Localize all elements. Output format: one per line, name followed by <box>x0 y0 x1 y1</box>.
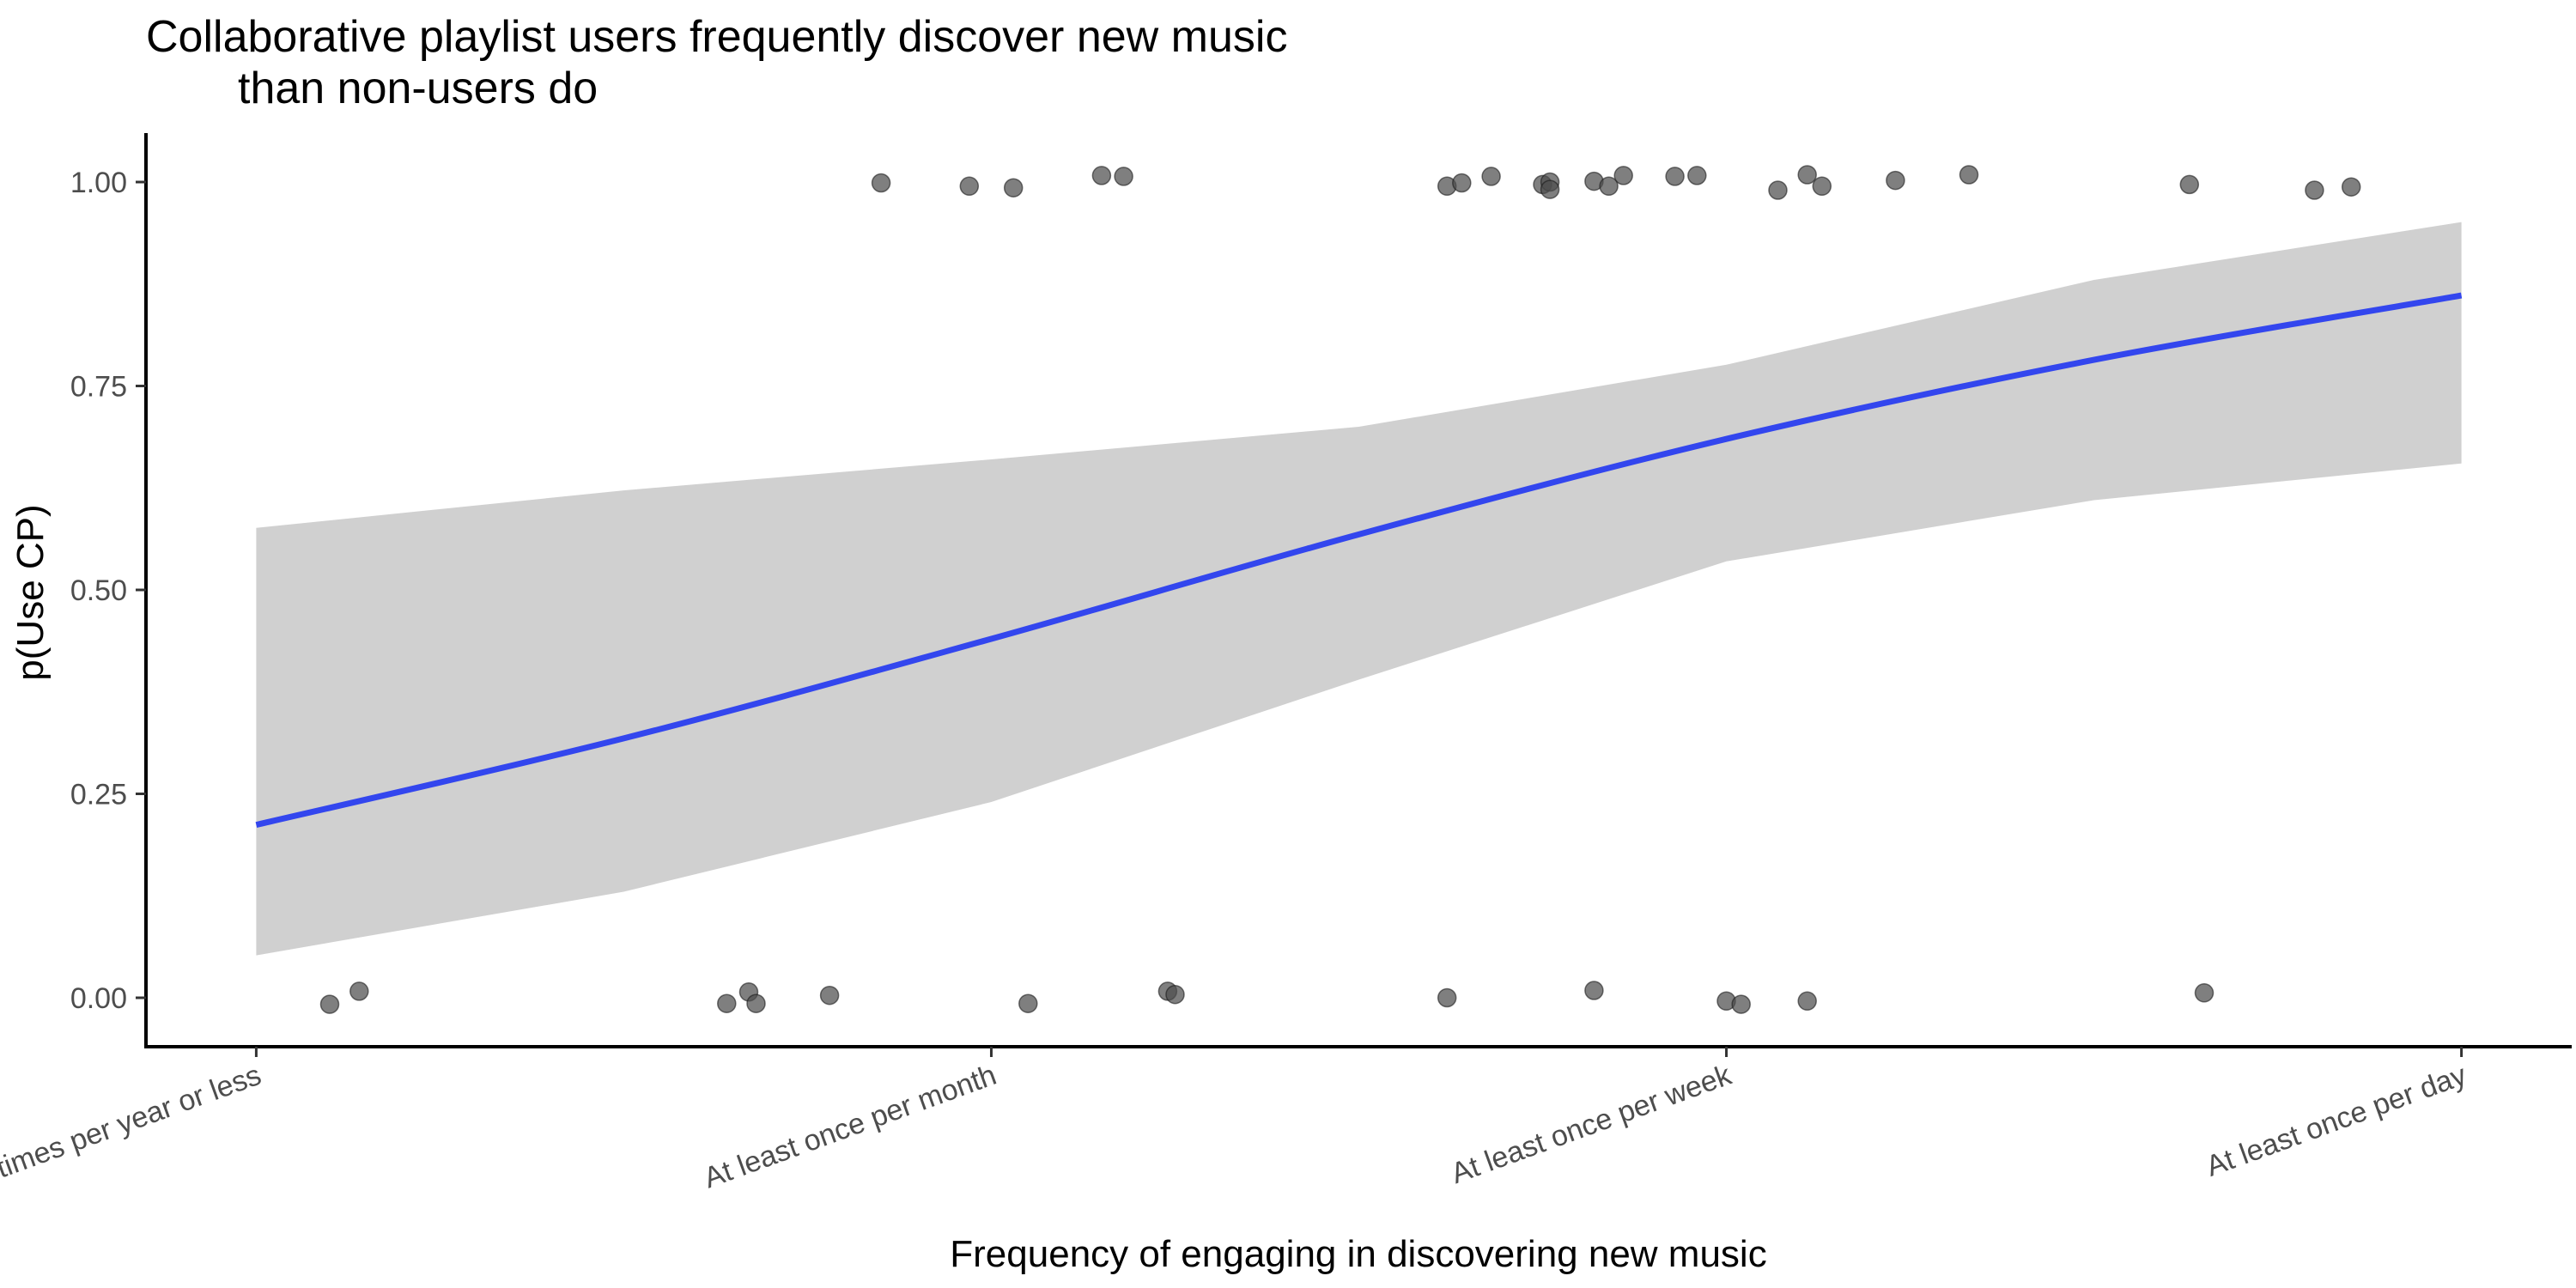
data-point <box>1540 179 1560 199</box>
data-point <box>1091 166 1112 185</box>
data-point <box>349 981 369 1001</box>
y-tick-label: 0.00 <box>70 982 127 1015</box>
data-point <box>1599 176 1619 197</box>
data-point <box>1886 170 1905 191</box>
data-point <box>319 994 340 1014</box>
y-axis-ticks: 0.00 0.25 0.50 0.75 1.00 <box>70 167 146 1015</box>
data-point <box>1959 165 1979 185</box>
data-point <box>2194 983 2215 1003</box>
data-point <box>1481 167 1501 186</box>
data-point <box>1584 981 1604 1000</box>
data-point <box>871 173 891 193</box>
fit-line <box>255 292 2463 829</box>
data-point <box>1003 178 1024 197</box>
confidence-band <box>256 222 2462 956</box>
data-point <box>717 993 737 1013</box>
data-point <box>1613 166 1633 185</box>
data-point <box>1731 994 1751 1014</box>
data-point <box>2341 177 2361 197</box>
data-point <box>1797 991 1817 1012</box>
data-point <box>746 993 766 1013</box>
data-point <box>1437 987 1457 1008</box>
confidence-band-layer <box>256 222 2462 956</box>
data-point <box>819 985 840 1005</box>
x-axis-title: Frequency of engaging in discovering new… <box>950 1233 1766 1275</box>
x-tick-label: At least once per month <box>700 1059 1000 1195</box>
data-point <box>1452 173 1472 193</box>
data-point <box>1812 176 1832 197</box>
x-tick-label: A few times per year or less <box>0 1059 265 1212</box>
points-layer <box>319 165 2361 1014</box>
data-point <box>2305 180 2324 200</box>
y-tick-label: 0.25 <box>70 779 127 811</box>
fit-line-layer <box>255 292 2463 829</box>
y-tick-label: 1.00 <box>70 167 127 199</box>
data-point <box>2179 174 2200 195</box>
data-point <box>1165 984 1185 1005</box>
y-tick-label: 0.75 <box>70 371 127 404</box>
data-point <box>1114 167 1133 186</box>
y-axis-title: p(Use CP) <box>9 504 52 680</box>
chart-title-line-1: Collaborative playlist users frequently … <box>146 12 1287 62</box>
y-tick-label: 0.50 <box>70 574 127 607</box>
chart-title: Collaborative playlist users frequently … <box>146 12 1287 113</box>
chart-title-line-2: than non-users do <box>238 64 598 113</box>
x-axis-ticks: A few times per year or less At least onc… <box>0 1047 2470 1212</box>
data-point <box>1687 166 1707 185</box>
data-point <box>1018 993 1038 1013</box>
data-point <box>1768 180 1788 200</box>
x-tick-label: At least once per week <box>1447 1058 1736 1190</box>
data-point <box>1797 165 1817 185</box>
x-tick-label: At least once per day <box>2202 1059 2470 1183</box>
data-point <box>959 176 980 197</box>
data-point <box>1665 167 1685 186</box>
